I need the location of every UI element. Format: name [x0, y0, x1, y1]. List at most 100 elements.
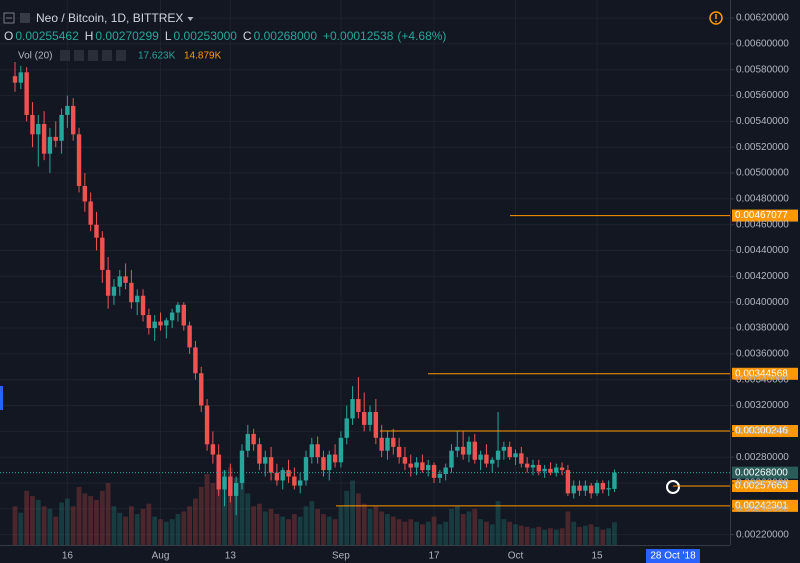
candle-body	[30, 114, 35, 135]
candle-body	[472, 441, 477, 460]
candle-body	[408, 463, 413, 468]
volume-bar	[70, 506, 76, 545]
volume-bar	[489, 524, 495, 545]
indicator-button[interactable]	[60, 50, 70, 61]
last-price-label: 0.00268000	[735, 467, 788, 478]
candle-body	[513, 453, 518, 458]
volume-bar	[326, 516, 332, 545]
change-percent: (+4.68%)	[397, 29, 446, 43]
candle-body	[53, 136, 58, 141]
volume-bar	[460, 514, 466, 545]
volume-bar	[478, 519, 483, 545]
level-box	[732, 367, 798, 380]
candle-body	[71, 105, 76, 135]
candle-body	[414, 462, 419, 468]
volume-bar	[402, 521, 408, 545]
volume-bar	[344, 490, 350, 545]
candle-body	[280, 470, 285, 481]
volume-bar	[262, 511, 268, 545]
volume-bar	[443, 521, 449, 545]
volume-bar	[24, 490, 30, 545]
alert-icon[interactable]	[709, 11, 723, 25]
x-tick-label: 15	[591, 551, 603, 562]
symbol-title[interactable]: Neo / Bitcoin, 1D, BITTREX	[36, 11, 183, 25]
candle-body	[175, 304, 181, 313]
volume-bar	[105, 483, 111, 545]
candle-body	[222, 476, 227, 490]
candle-body	[315, 444, 320, 458]
volume-bar	[30, 495, 35, 545]
candle-body	[216, 454, 221, 490]
candle-body	[286, 470, 291, 477]
y-tick-label: 0.00520000	[736, 142, 789, 153]
y-tick-label: 0.00260000	[736, 478, 789, 489]
volume-bar	[454, 506, 460, 545]
volume-bar	[600, 529, 606, 545]
indicator-button[interactable]	[102, 50, 112, 61]
ohlc-value: 0.00270299	[95, 29, 159, 43]
volume-bar	[321, 514, 326, 545]
volume-bar	[425, 521, 431, 545]
candle-body	[297, 480, 303, 486]
candle-body	[501, 446, 507, 451]
candle-body	[321, 457, 326, 471]
ohlc-key: C	[243, 29, 252, 43]
candle-body	[332, 454, 338, 463]
candle-body	[303, 457, 309, 481]
candle-body	[594, 483, 600, 494]
crosshair-date-box	[646, 549, 700, 563]
volume-bar	[553, 529, 559, 545]
ohlc-key: L	[165, 29, 172, 43]
volume-bar	[385, 514, 390, 545]
candle-body	[548, 468, 553, 473]
volume-bar	[542, 529, 548, 545]
volume-bar	[466, 511, 472, 545]
y-tick-label: 0.00500000	[736, 168, 789, 179]
y-tick-label: 0.00440000	[736, 245, 789, 256]
indicator-button[interactable]	[74, 50, 84, 61]
candle-body	[105, 269, 111, 296]
volume-bar	[140, 508, 146, 545]
symbol-caret[interactable]	[187, 17, 194, 21]
volume-bar	[169, 519, 175, 545]
volume-indicator-title[interactable]: Vol (20)	[18, 51, 52, 62]
volume-bar	[181, 511, 187, 545]
indicator-button[interactable]	[116, 50, 126, 61]
candle-body	[460, 446, 466, 455]
volume-bar	[175, 514, 181, 545]
candle-body	[490, 459, 495, 464]
indicator-button[interactable]	[88, 50, 98, 61]
candle-body	[257, 444, 262, 464]
candle-body	[36, 123, 41, 135]
volume-bar	[414, 521, 419, 545]
y-tick-label: 0.00600000	[736, 39, 789, 50]
change-value: +0.00012538	[323, 29, 394, 43]
candle-body	[193, 347, 198, 374]
candle-body	[94, 224, 99, 238]
volume-bar	[390, 516, 396, 545]
candle-body	[123, 276, 128, 283]
candle-body	[519, 453, 524, 464]
volume-value: 17.623K	[138, 51, 176, 62]
candle-body	[199, 373, 204, 406]
volume-bar	[158, 519, 163, 545]
candle-body	[484, 454, 489, 464]
y-tick-label: 0.00620000	[736, 13, 789, 24]
collapse-icon[interactable]	[3, 12, 15, 24]
x-tick-label: Oct	[508, 551, 524, 562]
symbol-icon[interactable]	[20, 13, 30, 23]
candle-body	[449, 450, 454, 468]
volume-bar	[355, 493, 361, 545]
volume-bar	[513, 524, 518, 545]
candle-body	[367, 411, 373, 425]
last-price-box	[732, 466, 798, 479]
volume-bar	[245, 493, 251, 545]
volume-bar	[12, 506, 18, 545]
candle-body	[158, 321, 163, 326]
x-tick-label: 17	[428, 551, 440, 562]
volume-bar	[373, 506, 379, 545]
side-tab[interactable]	[0, 386, 3, 410]
volume-bar	[431, 516, 437, 545]
volume-bar	[437, 524, 443, 545]
